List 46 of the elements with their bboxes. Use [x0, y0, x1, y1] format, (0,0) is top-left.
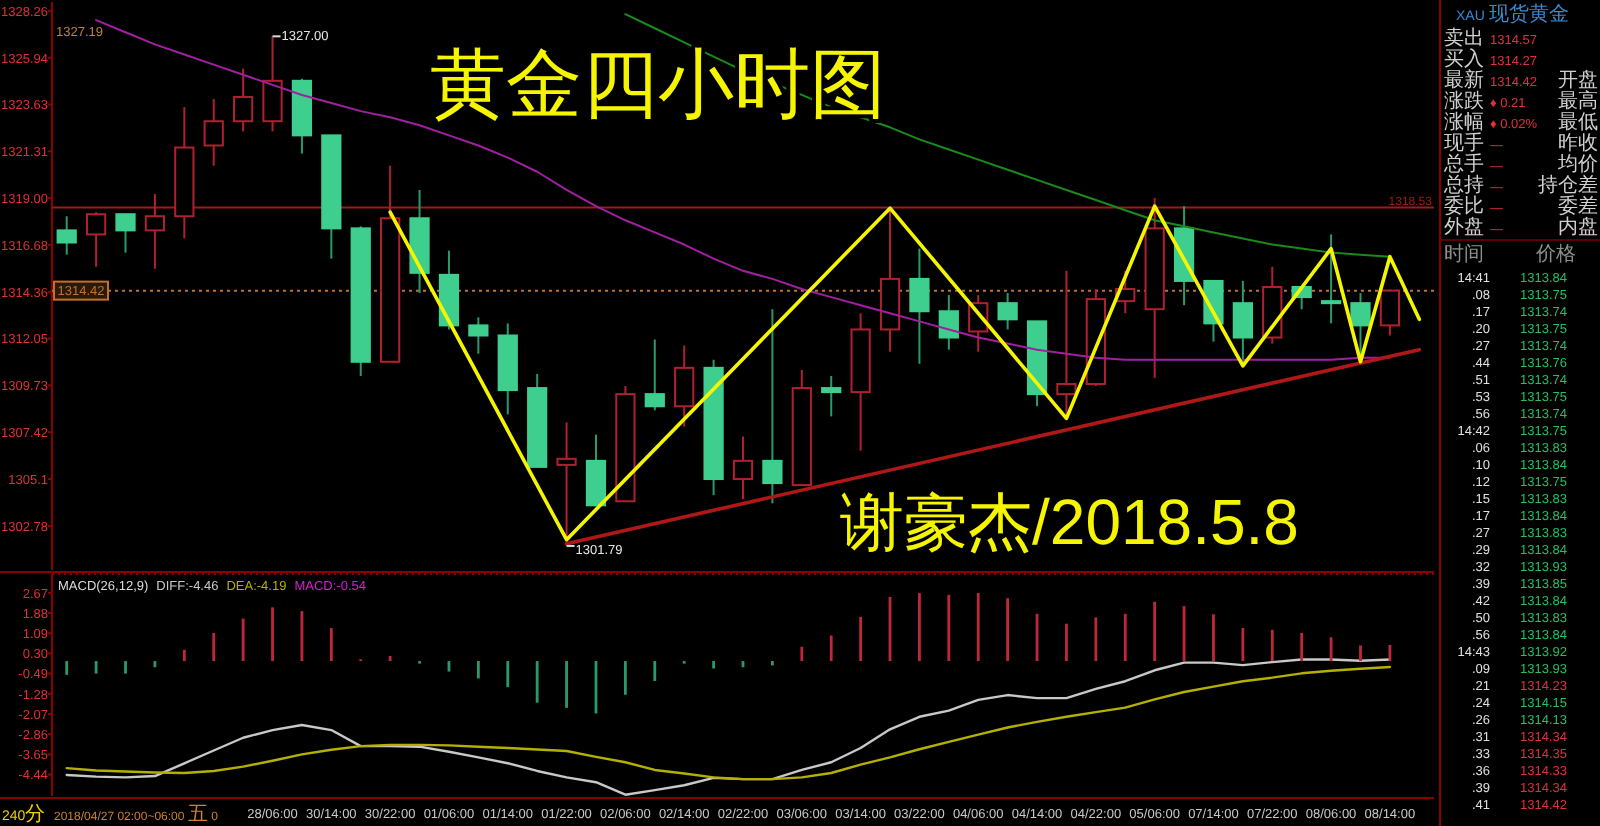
text: 涨跌 — [1444, 89, 1484, 113]
text: 价格 — [1534, 242, 1576, 266]
text: 买入 — [1444, 47, 1484, 71]
text: 外盘 — [1444, 215, 1484, 239]
text: 涨幅 — [1444, 110, 1484, 134]
candlestick — [556, 421, 577, 547]
annotation: 谢豪杰/2018.5.8 — [840, 486, 1299, 558]
candlestick — [497, 322, 518, 416]
candlestick — [909, 247, 930, 365]
candlestick — [1350, 292, 1371, 361]
line-series — [65, 665, 1392, 781]
text: 卖出 — [1444, 26, 1484, 50]
text: 内盘 — [1558, 215, 1598, 239]
candlestick — [409, 188, 430, 295]
text: 开盘 — [1558, 68, 1598, 92]
candlestick — [821, 374, 842, 418]
line-series — [65, 658, 1392, 796]
candlestick — [1056, 269, 1077, 418]
text: 总手 — [1442, 152, 1484, 176]
text: 均价 — [1556, 152, 1598, 176]
candlestick — [56, 215, 77, 256]
text: 最新 — [1444, 68, 1484, 92]
text: 最低 — [1558, 112, 1598, 134]
text: 总持 — [1442, 173, 1484, 197]
text: 最高 — [1558, 89, 1598, 113]
text: 委差 — [1558, 194, 1598, 218]
candlestick — [732, 435, 754, 501]
candlestick — [938, 294, 959, 351]
text: 昨收 — [1558, 131, 1598, 155]
candlestick — [1232, 279, 1253, 365]
candlestick — [850, 312, 871, 452]
candlestick — [674, 344, 695, 428]
text: 时间 — [1444, 242, 1484, 266]
candlestick — [144, 193, 166, 270]
candlestick — [233, 67, 254, 133]
text: 委比 — [1444, 194, 1484, 218]
text: 现手 — [1444, 131, 1484, 155]
candlestick — [262, 35, 283, 133]
text: 持仓差 — [1538, 173, 1598, 197]
candlestick — [1320, 233, 1342, 325]
candlestick — [1144, 197, 1165, 379]
candlestick — [174, 106, 195, 240]
candlestick — [762, 308, 783, 505]
candlestick — [997, 292, 1018, 331]
candlestick — [203, 97, 224, 167]
candlestick — [879, 207, 901, 353]
